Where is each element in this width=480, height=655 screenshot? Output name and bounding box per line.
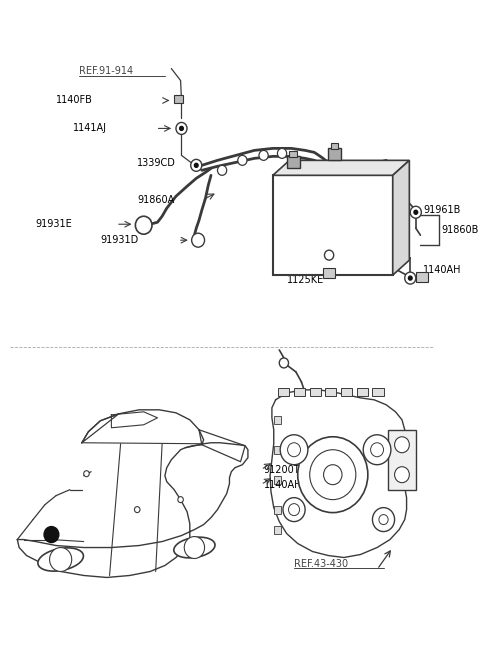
Bar (274, 416, 281, 424)
Bar (331, 143, 338, 149)
Bar (274, 476, 281, 483)
Circle shape (44, 527, 59, 542)
Bar (174, 96, 183, 103)
Circle shape (49, 548, 72, 571)
Circle shape (324, 464, 342, 485)
Circle shape (184, 536, 204, 559)
Text: 91860B: 91860B (442, 225, 479, 235)
Polygon shape (393, 160, 409, 275)
Circle shape (288, 443, 300, 457)
Bar (325, 388, 336, 396)
Circle shape (395, 437, 409, 453)
Circle shape (192, 233, 204, 247)
Circle shape (279, 358, 288, 368)
Text: 1339CD: 1339CD (137, 159, 176, 168)
Circle shape (259, 151, 268, 160)
Bar (310, 388, 321, 396)
Bar (274, 506, 281, 514)
Circle shape (217, 165, 227, 176)
Bar (388, 430, 416, 490)
Circle shape (84, 471, 89, 477)
Circle shape (134, 506, 140, 513)
Circle shape (135, 216, 152, 234)
Text: 91860A: 91860A (137, 195, 174, 205)
Circle shape (324, 250, 334, 260)
Bar (289, 151, 297, 157)
Circle shape (283, 498, 305, 521)
Text: 91200T: 91200T (264, 464, 300, 475)
Ellipse shape (38, 548, 84, 571)
Circle shape (310, 450, 356, 500)
Text: 1140AH: 1140AH (423, 265, 462, 275)
Bar (274, 446, 281, 454)
Bar (274, 525, 281, 534)
Text: 91931D: 91931D (100, 235, 139, 245)
Text: REF.43-430: REF.43-430 (294, 559, 348, 569)
Circle shape (277, 149, 287, 159)
Bar (328, 149, 341, 160)
Bar (357, 388, 368, 396)
Circle shape (176, 122, 187, 134)
Circle shape (372, 508, 395, 532)
Circle shape (194, 163, 198, 167)
Circle shape (288, 504, 300, 515)
Circle shape (280, 435, 308, 464)
Circle shape (238, 155, 247, 165)
Bar (323, 268, 335, 278)
Bar (341, 388, 352, 396)
Bar (372, 388, 384, 396)
Circle shape (410, 206, 421, 218)
Text: 1125KE: 1125KE (287, 275, 324, 285)
Text: 1140FB: 1140FB (56, 96, 93, 105)
Text: 1140AH: 1140AH (264, 479, 302, 490)
Text: REF.91-914: REF.91-914 (79, 66, 133, 75)
Circle shape (298, 437, 368, 513)
Bar (416, 272, 428, 282)
Text: 91931E: 91931E (36, 219, 72, 229)
Circle shape (363, 435, 391, 464)
Circle shape (180, 126, 183, 130)
Circle shape (414, 210, 418, 214)
Bar (294, 388, 305, 396)
Text: 91961B: 91961B (423, 205, 461, 215)
Circle shape (405, 272, 416, 284)
Circle shape (395, 467, 409, 483)
Bar (278, 388, 289, 396)
Circle shape (178, 496, 183, 502)
Text: 1141AJ: 1141AJ (72, 123, 107, 134)
Ellipse shape (174, 537, 215, 558)
Circle shape (371, 443, 384, 457)
Polygon shape (273, 160, 409, 176)
Circle shape (379, 515, 388, 525)
Bar (287, 157, 300, 168)
Circle shape (408, 276, 412, 280)
Bar (273, 176, 393, 275)
Circle shape (191, 159, 202, 172)
